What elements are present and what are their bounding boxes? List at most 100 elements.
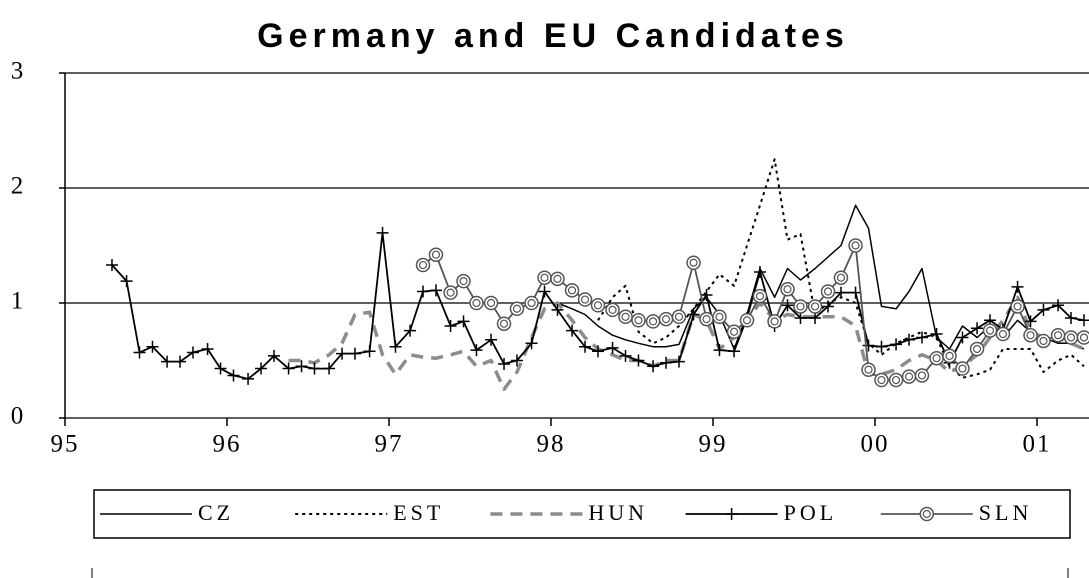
point-marker <box>658 311 674 327</box>
point-marker <box>376 226 389 239</box>
point-marker <box>363 345 376 358</box>
point-marker <box>1010 299 1025 314</box>
point-marker <box>537 270 552 285</box>
point-marker <box>1023 327 1038 343</box>
point-marker <box>255 362 268 375</box>
point-marker <box>919 506 935 522</box>
plot-area <box>105 158 1089 392</box>
y-tick-label: 1 <box>11 288 26 315</box>
point-marker <box>606 341 619 354</box>
point-marker <box>632 354 645 367</box>
point-marker <box>793 299 808 314</box>
legend-label: HUN <box>588 500 648 525</box>
point-marker-inner <box>891 375 901 385</box>
point-marker <box>619 349 632 362</box>
point-marker-inner <box>904 372 914 381</box>
point-marker <box>186 346 199 359</box>
point-marker <box>874 372 889 388</box>
point-marker <box>660 356 673 369</box>
point-marker-inner <box>418 260 428 270</box>
legend-label: EST <box>393 500 444 525</box>
point-marker-inner <box>527 298 536 308</box>
point-marker <box>848 238 863 253</box>
point-marker <box>525 337 538 350</box>
point-marker <box>700 288 713 301</box>
point-marker <box>631 313 646 328</box>
point-marker <box>1024 315 1037 328</box>
y-tick-label: 3 <box>11 58 26 85</box>
point-marker <box>888 372 904 388</box>
point-marker <box>295 360 308 373</box>
point-marker-inner <box>823 287 833 296</box>
point-marker-inner <box>472 298 481 308</box>
point-marker-inner <box>877 375 886 385</box>
point-marker <box>120 275 133 288</box>
point-marker <box>862 339 875 352</box>
point-marker-inner <box>512 304 522 313</box>
point-marker <box>914 368 930 383</box>
point-marker <box>956 331 969 344</box>
point-marker <box>1077 314 1089 327</box>
point-marker <box>780 281 795 297</box>
point-marker-inner <box>1026 331 1035 340</box>
point-marker <box>929 350 944 366</box>
point-marker <box>524 295 539 311</box>
point-marker <box>323 362 336 375</box>
point-marker <box>739 313 755 328</box>
legend-label: CZ <box>198 500 234 525</box>
point-marker-inner <box>998 329 1008 339</box>
point-marker-inner <box>917 371 927 380</box>
series-line <box>288 295 1085 392</box>
point-marker <box>781 299 794 312</box>
point-marker <box>687 308 700 321</box>
point-marker <box>834 286 847 299</box>
point-marker <box>969 341 985 357</box>
point-marker <box>875 340 888 353</box>
point-marker-inner <box>648 317 658 326</box>
point-marker-inner <box>1039 336 1048 346</box>
series-line <box>597 158 1085 379</box>
point-marker-inner <box>553 274 562 283</box>
chart-title: Germany and EU Candidates <box>257 17 849 55</box>
point-marker <box>469 295 484 311</box>
x-tick-label: 99 <box>699 431 728 458</box>
point-marker <box>591 345 604 358</box>
legend-label: POL <box>784 500 838 525</box>
point-marker-inner <box>864 365 873 374</box>
point-marker <box>174 355 187 368</box>
point-marker <box>807 299 823 314</box>
point-marker <box>498 357 511 370</box>
point-marker <box>161 355 174 368</box>
point-marker <box>915 331 928 344</box>
point-marker <box>794 311 807 324</box>
point-marker <box>671 309 687 325</box>
point-marker <box>415 257 431 273</box>
x-tick-label: 97 <box>375 431 404 458</box>
point-marker <box>564 283 580 298</box>
point-marker <box>699 311 714 327</box>
point-marker <box>728 345 741 358</box>
point-marker-inner <box>770 317 779 326</box>
x-tick-label: 96 <box>213 431 242 458</box>
point-marker <box>444 320 457 332</box>
point-marker <box>417 285 430 298</box>
point-marker-inner <box>755 292 765 301</box>
point-marker <box>1011 280 1024 293</box>
point-marker <box>971 322 984 335</box>
point-marker-inner <box>593 301 603 310</box>
point-marker-inner <box>486 298 496 308</box>
point-marker-inner <box>1079 333 1089 342</box>
point-marker <box>146 340 159 353</box>
point-marker-inner <box>932 354 941 363</box>
point-marker <box>214 362 227 375</box>
x-tick-label: 00 <box>861 431 890 458</box>
point-marker <box>457 315 470 328</box>
point-marker <box>577 292 593 307</box>
point-marker <box>470 344 483 357</box>
point-marker <box>496 316 512 331</box>
point-marker <box>712 309 727 325</box>
point-marker <box>861 362 876 377</box>
legend-label: SLN <box>979 500 1033 525</box>
